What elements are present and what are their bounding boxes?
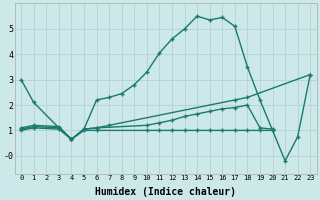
X-axis label: Humidex (Indice chaleur): Humidex (Indice chaleur): [95, 186, 236, 197]
